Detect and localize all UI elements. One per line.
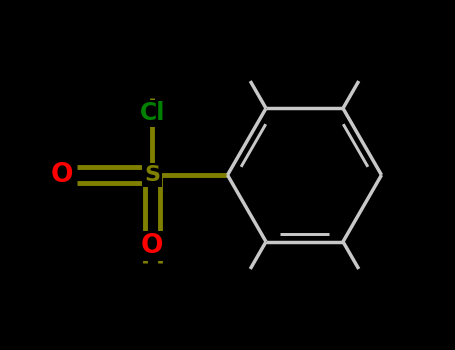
Text: S: S [144,165,160,185]
Text: Cl: Cl [140,102,165,126]
Text: O: O [51,162,74,188]
Text: O: O [141,233,163,259]
